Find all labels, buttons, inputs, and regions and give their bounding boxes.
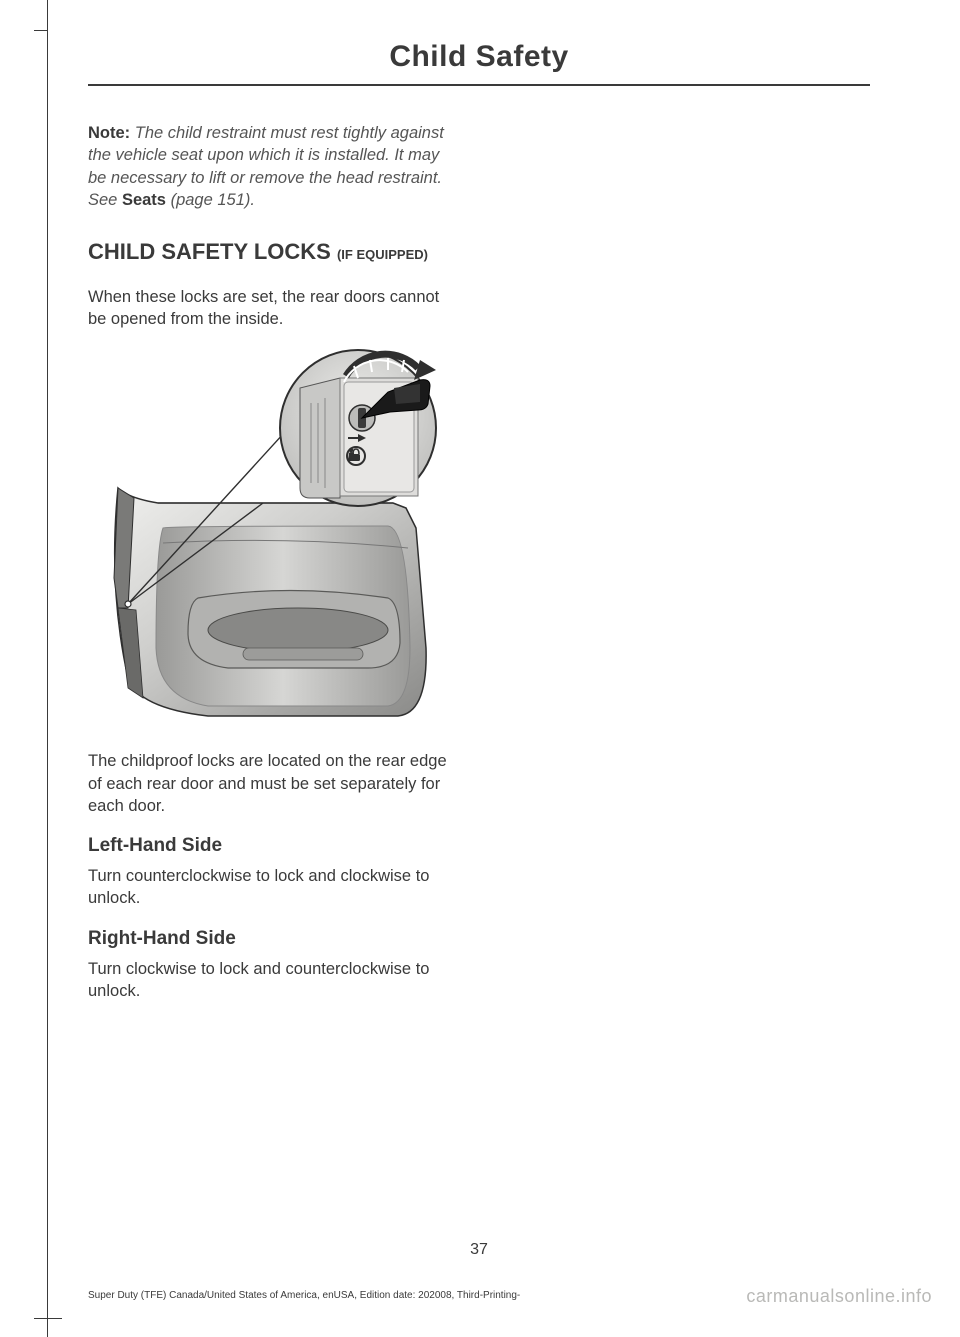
section-heading-sub: (IF EQUIPPED) — [337, 247, 428, 262]
content-column: Note: The child restraint must rest tigh… — [88, 122, 458, 1002]
section-heading-main: CHILD SAFETY LOCKS — [88, 239, 337, 264]
right-hand-body: Turn clockwise to lock and counterclockw… — [88, 958, 458, 1003]
seats-crossref: Seats — [122, 191, 166, 209]
page-title: Child Safety — [88, 40, 870, 74]
right-hand-heading: Right-Hand Side — [88, 928, 458, 950]
page-container: Child Safety Note: The child restraint m… — [48, 0, 910, 1337]
intro-text: When these locks are set, the rear doors… — [88, 286, 458, 331]
page-number: 37 — [48, 1241, 910, 1259]
note-text-after: (page 151). — [166, 191, 255, 209]
left-hand-body: Turn counterclockwise to lock and clockw… — [88, 865, 458, 910]
note-paragraph: Note: The child restraint must rest tigh… — [88, 122, 458, 211]
after-figure-text: The childproof locks are located on the … — [88, 750, 458, 817]
footer-watermark: carmanualsonline.info — [746, 1286, 932, 1307]
crop-mark-left — [34, 0, 48, 1337]
footer-left: Super Duty (TFE) Canada/United States of… — [88, 1290, 520, 1301]
section-heading: CHILD SAFETY LOCKS (IF EQUIPPED) — [88, 237, 458, 268]
header-rule — [88, 84, 870, 86]
note-label: Note: — [88, 124, 130, 142]
left-hand-heading: Left-Hand Side — [88, 835, 458, 857]
child-lock-figure — [88, 348, 448, 728]
